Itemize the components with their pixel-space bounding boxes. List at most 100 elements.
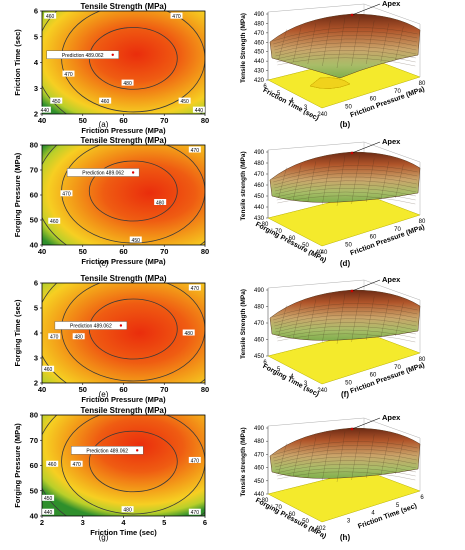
apex-label: Apex [382, 275, 401, 284]
mesh-line [274, 456, 417, 468]
z-tick-label: 470 [254, 31, 265, 37]
contour-label: 480 [156, 200, 165, 206]
contour-label-bg [154, 199, 167, 205]
prediction-point [119, 324, 123, 327]
x-tick-label: 2 [40, 518, 44, 527]
y-tick-label: 60 [30, 461, 38, 470]
surface-mesh [272, 431, 418, 483]
prediction-box [46, 50, 119, 59]
x-axis-label: Friction Pressure (MPa) [81, 257, 166, 266]
z-tick-label: 460 [254, 338, 265, 344]
mesh-line [380, 23, 389, 63]
z-tick-label: 470 [254, 172, 265, 178]
mesh-line [276, 464, 416, 474]
mesh-line [272, 303, 418, 318]
mesh-line [395, 302, 404, 337]
prediction-point [131, 171, 135, 174]
mesh-line [272, 441, 418, 456]
mesh-line [277, 57, 416, 67]
mesh-line [273, 169, 418, 183]
z-axis-label: Tensile Strength (MPa) [240, 289, 247, 359]
front-tick-label: 60 [289, 512, 296, 518]
right-tick-label: 40 [321, 250, 328, 256]
contour-label-bg [60, 190, 73, 197]
response-surface [269, 151, 421, 203]
front-tick-label: 3 [304, 381, 308, 387]
contour-label-bg [46, 460, 59, 467]
contour-panel-g: Tensile Strength (MPa) 2 3 4 5 6 40 50 60 70 80 Fri… [13, 406, 207, 542]
front-tick-label: 60 [289, 236, 296, 242]
right-tick-label: 50 [345, 242, 352, 248]
y-tick-label: 2 [34, 110, 38, 119]
z-tick-label: 470 [254, 321, 265, 327]
surface-mesh [272, 293, 418, 345]
prediction-text: Prediction [86, 448, 110, 454]
contour-label-bg [44, 12, 57, 19]
surface-mesh [272, 17, 418, 69]
prediction-label: Prediction 489.062 [86, 448, 128, 454]
y-tick-label: 3 [34, 354, 38, 363]
chart-title: Tensile Strength (MPa) [80, 406, 166, 415]
panel-caption: (d) [340, 259, 351, 268]
contour-label-bg [48, 333, 61, 340]
mesh-line [380, 437, 389, 477]
contour-label: 440 [195, 108, 204, 114]
mesh-line [273, 307, 418, 321]
y-tick-label: 4 [34, 329, 39, 338]
right-tick-label: 2 [322, 526, 326, 532]
contour-label-bg [38, 106, 51, 113]
y-tick-label: 3 [34, 84, 38, 93]
mesh-line [273, 445, 418, 459]
x-axis-label: Friction Pressure (MPa) [81, 126, 166, 135]
x-tick-label: 5 [162, 518, 166, 527]
mesh-line [274, 318, 417, 330]
y-axis-label: Friction Time (sec) [13, 29, 22, 96]
mesh-line [275, 322, 417, 333]
front-tick-label: 6 [263, 360, 267, 366]
mesh-line [274, 42, 417, 54]
mesh-line [307, 161, 316, 203]
mesh-line [277, 333, 416, 343]
response-surface [269, 289, 421, 341]
y-tick-label: 6 [34, 7, 38, 16]
y-tick-label: 80 [30, 411, 38, 420]
x-tick-label: 80 [201, 247, 209, 256]
contour-label-bg [72, 333, 85, 340]
right-tick-label: 60 [370, 97, 377, 103]
response-surface [269, 427, 421, 479]
z-tick-label: 480 [254, 305, 265, 311]
front-tick-label: 4 [290, 98, 294, 104]
y-axis-label: Forging Pressure (MPa) [13, 423, 22, 508]
z-tick-label: 490 [254, 150, 265, 156]
right-tick-label: 3 [347, 518, 351, 524]
contour-label: 460 [46, 14, 55, 20]
right-tick-label: 50 [345, 104, 352, 110]
response-surface [269, 13, 421, 79]
mesh-line [276, 191, 416, 201]
front-tick-label: 5 [277, 91, 281, 97]
apex-pointer [351, 279, 381, 292]
z-axis-label: Tensile strength (MPa) [240, 427, 247, 496]
z-tick-label: 490 [254, 288, 265, 294]
z-tick-label: 420 [254, 78, 265, 84]
z-tick-label: 440 [254, 492, 265, 498]
y-axis-label: Forging Time (sec) [13, 299, 22, 366]
front-tick-label: 2 [317, 112, 321, 118]
prediction-value: 489.062 [110, 448, 128, 454]
right-tick-label: 4 [371, 511, 375, 517]
mesh-line [293, 440, 302, 477]
panel-caption: (f) [341, 390, 349, 399]
floor-contour [309, 77, 351, 89]
prediction-point [136, 449, 139, 452]
z-tick-label: 490 [254, 426, 265, 432]
apex-label: Apex [382, 0, 401, 8]
z-tick-label: 450 [254, 194, 265, 200]
prediction-value: 489.062 [86, 53, 104, 59]
right-tick-label: 60 [370, 373, 377, 379]
mesh-line [380, 161, 389, 201]
prediction-box [66, 168, 140, 177]
z-tick-label: 440 [254, 59, 265, 65]
contour-label-bg [170, 12, 183, 19]
apex-point [350, 427, 354, 431]
